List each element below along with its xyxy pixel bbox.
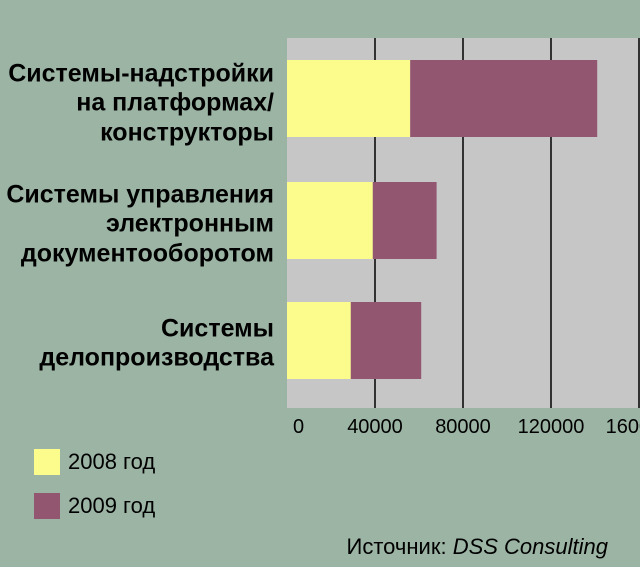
- source-prefix: Источник:: [346, 534, 453, 559]
- bar-cat0-series1: [410, 60, 598, 137]
- tick-label-120000: 120000: [518, 416, 585, 438]
- category-label-2-line-1: делопроизводства: [39, 344, 275, 372]
- tick-label-0: 0: [293, 416, 304, 438]
- bar-cat0-series0: [287, 60, 411, 137]
- category-label-1-line-0: Системы управления: [6, 181, 274, 209]
- category-label-2-line-0: Системы: [161, 315, 274, 343]
- legend-swatch-2008: [34, 449, 60, 475]
- tick-label-40000: 40000: [347, 416, 403, 438]
- tick-label-80000: 80000: [435, 416, 491, 438]
- legend-swatch-2009: [34, 493, 60, 519]
- legend-item-2008: 2008 год: [34, 442, 155, 482]
- x-axis-ticks: 0 40000 80000 120000 160000: [293, 416, 640, 438]
- bar-cat2-series0: [287, 302, 351, 379]
- legend-item-2009: 2009 год: [34, 486, 155, 526]
- source-name: DSS Consulting: [452, 534, 608, 559]
- bar-cat1-series1: [372, 182, 437, 259]
- legend-label-2009: 2009 год: [68, 493, 156, 518]
- category-label-1-line-1: электронным: [106, 210, 274, 238]
- bar-cat2-series1: [350, 302, 422, 379]
- category-label-0-line-1: на платформах/: [76, 89, 274, 117]
- legend: 2008 год 2009 год: [34, 442, 155, 530]
- bars: [287, 60, 598, 379]
- category-label-1-line-2: документооборотом: [21, 240, 274, 268]
- tick-label-160000: 160000: [606, 416, 640, 438]
- legend-label-2008: 2008 год: [68, 449, 156, 474]
- bar-cat1-series0: [287, 182, 373, 259]
- category-label-0-line-0: Системы-надстройки: [8, 60, 274, 88]
- category-label-0-line-2: конструкторы: [100, 119, 274, 147]
- source-note: Источник: DSS Consulting: [347, 534, 608, 560]
